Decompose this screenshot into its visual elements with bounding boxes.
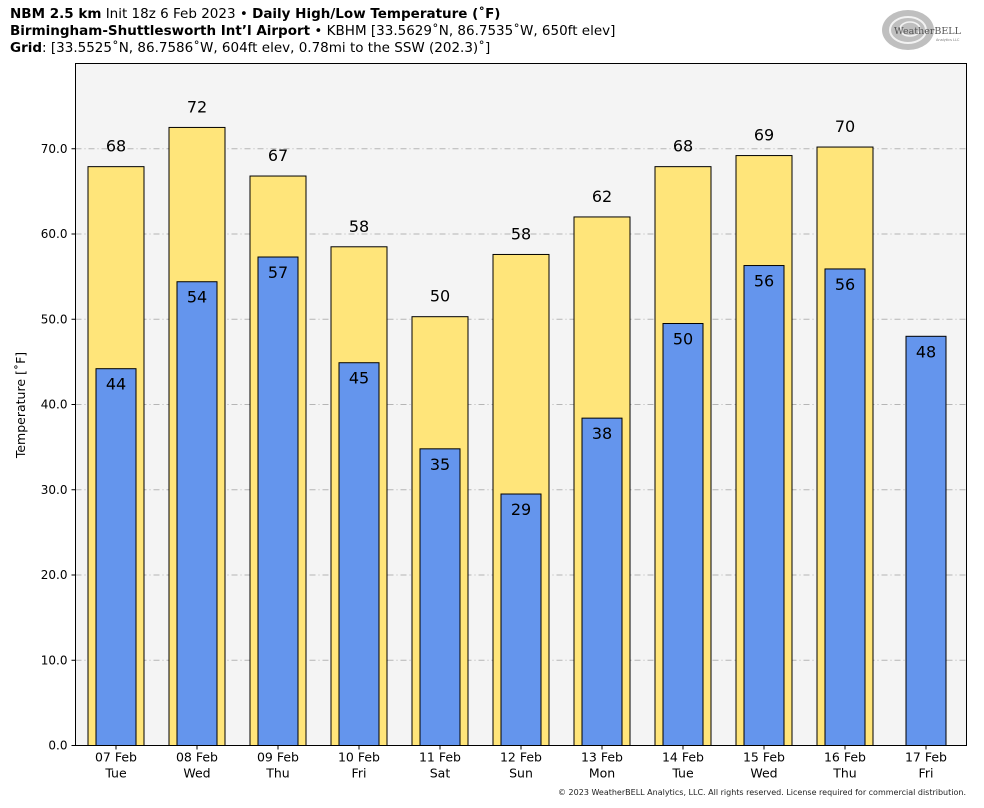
y-tick-label: 60.0 <box>41 227 68 241</box>
low-temp-bar <box>500 493 542 747</box>
y-tick-label: 50.0 <box>41 312 68 326</box>
y-axis-label: Temperature [˚F] <box>13 352 28 459</box>
low-temp-bar <box>824 268 866 746</box>
low-temp-label: 57 <box>268 263 288 282</box>
high-temp-label: 50 <box>430 287 450 306</box>
high-temp-label: 70 <box>835 117 855 136</box>
station-name: Birmingham-Shuttlesworth Int’l Airport <box>10 23 311 39</box>
low-temp-label: 50 <box>673 330 693 349</box>
x-tick-day: Wed <box>750 766 777 781</box>
high-temp-label: 58 <box>511 224 531 243</box>
high-temp-label: 68 <box>106 137 126 156</box>
x-tick-date: 11 Feb <box>419 750 461 765</box>
header-line-1: NBM 2.5 km Init 18z 6 Feb 2023 • Daily H… <box>10 6 500 23</box>
weatherbell-logo: WeatherBELL Analytics LLC <box>882 10 962 50</box>
y-tick-label: 20.0 <box>41 568 68 582</box>
x-tick-day: Mon <box>589 766 615 781</box>
header-line-3: Grid: [33.5525˚N, 86.7586˚W, 604ft elev,… <box>10 40 490 57</box>
x-tick-date: 10 Feb <box>338 750 380 765</box>
x-tick-day: Thu <box>832 766 856 781</box>
high-temp-label: 68 <box>673 137 693 156</box>
x-tick-date: 13 Feb <box>581 750 623 765</box>
x-tick-day: Fri <box>352 766 367 781</box>
x-tick-date: 08 Feb <box>176 750 218 765</box>
x-tick-date: 09 Feb <box>257 750 299 765</box>
low-temp-label: 54 <box>187 288 207 307</box>
low-temp-label: 56 <box>754 272 774 291</box>
x-tick-day: Thu <box>265 766 289 781</box>
station-details: KBHM [33.5629˚N, 86.7535˚W, 650ft elev] <box>326 23 616 39</box>
y-tick-label: 0.0 <box>48 739 67 753</box>
separator: • <box>314 23 323 39</box>
low-temp-label: 56 <box>835 275 855 294</box>
y-tick-label: 30.0 <box>41 483 68 497</box>
low-temp-label: 29 <box>511 500 531 519</box>
low-temp-bar <box>95 368 137 746</box>
high-temp-label: 62 <box>592 187 612 206</box>
logo-subtext: Analytics LLC <box>936 38 960 42</box>
low-temp-bar <box>419 448 461 746</box>
product-name: Daily High/Low Temperature (˚F) <box>252 6 501 22</box>
y-tick-label: 40.0 <box>41 398 68 412</box>
low-temp-bar <box>338 362 380 746</box>
low-temp-bar <box>743 265 785 746</box>
x-tick-date: 14 Feb <box>662 750 704 765</box>
axes: 0.010.020.030.040.050.060.070.007 FebTue… <box>41 142 947 781</box>
x-tick-day: Tue <box>671 766 694 781</box>
x-tick-date: 15 Feb <box>743 750 785 765</box>
x-tick-day: Sat <box>430 766 451 781</box>
separator: • <box>239 6 248 22</box>
model-name: NBM 2.5 km <box>10 6 102 22</box>
x-tick-date: 07 Feb <box>95 750 137 765</box>
grid-label: Grid <box>10 40 43 56</box>
low-temp-label: 35 <box>430 455 450 474</box>
x-tick-day: Tue <box>104 766 127 781</box>
low-temp-bar <box>257 256 299 746</box>
high-temp-label: 67 <box>268 146 288 165</box>
y-tick-label: 10.0 <box>41 653 68 667</box>
high-temp-label: 69 <box>754 126 774 145</box>
high-temp-label: 58 <box>349 217 369 236</box>
x-tick-date: 12 Feb <box>500 750 542 765</box>
x-tick-date: 16 Feb <box>824 750 866 765</box>
logo-text: WeatherBELL <box>894 26 962 37</box>
low-temp-bar <box>581 417 623 746</box>
low-temp-bar <box>662 323 704 746</box>
high-temp-label: 72 <box>187 97 207 116</box>
low-temp-label: 45 <box>349 369 369 388</box>
low-temp-bar <box>176 281 218 746</box>
copyright-notice: © 2023 WeatherBELL Analytics, LLC. All r… <box>558 788 966 797</box>
x-tick-day: Sun <box>509 766 533 781</box>
grid-details: : [33.5525˚N, 86.7586˚W, 604ft elev, 0.7… <box>42 40 491 56</box>
low-temp-label: 44 <box>106 375 126 394</box>
init-time: Init 18z 6 Feb 2023 <box>105 6 236 22</box>
y-tick-label: 70.0 <box>41 142 68 156</box>
x-tick-day: Fri <box>919 766 934 781</box>
low-temp-label: 48 <box>916 342 936 361</box>
low-temp-bar <box>905 335 947 746</box>
x-tick-date: 17 Feb <box>905 750 947 765</box>
low-temp-label: 38 <box>592 424 612 443</box>
header-line-2: Birmingham-Shuttlesworth Int’l Airport •… <box>10 23 615 40</box>
bars: 68 44 72 54 67 57 58 45 50 35 58 29 62 38 68 50 69 56 70 56… <box>87 97 947 747</box>
x-tick-day: Wed <box>183 766 210 781</box>
